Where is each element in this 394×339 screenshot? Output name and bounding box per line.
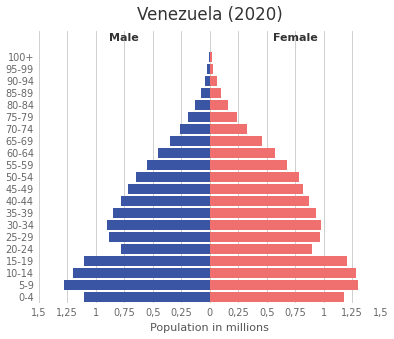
Bar bbox=[210, 148, 275, 158]
Bar bbox=[210, 124, 247, 134]
Bar bbox=[110, 232, 210, 242]
Bar bbox=[205, 76, 210, 86]
Bar bbox=[201, 88, 210, 98]
Bar bbox=[210, 112, 237, 122]
Bar bbox=[210, 232, 320, 242]
Bar bbox=[158, 148, 210, 158]
Bar bbox=[210, 196, 309, 206]
X-axis label: Population in millions: Population in millions bbox=[150, 323, 269, 334]
Bar bbox=[210, 88, 221, 98]
Bar bbox=[208, 52, 210, 62]
Bar bbox=[210, 136, 262, 146]
Bar bbox=[195, 100, 210, 110]
Bar bbox=[210, 184, 303, 194]
Bar bbox=[84, 292, 210, 302]
Bar bbox=[210, 208, 316, 218]
Text: Female: Female bbox=[273, 33, 318, 43]
Bar bbox=[121, 196, 210, 206]
Bar bbox=[210, 268, 356, 278]
Bar bbox=[210, 172, 299, 182]
Bar bbox=[113, 208, 210, 218]
Bar bbox=[84, 256, 210, 266]
Bar bbox=[210, 76, 217, 86]
Text: Male: Male bbox=[110, 33, 139, 43]
Bar bbox=[107, 220, 210, 230]
Bar bbox=[210, 244, 312, 254]
Bar bbox=[210, 292, 344, 302]
Bar bbox=[210, 64, 213, 74]
Bar bbox=[128, 184, 210, 194]
Bar bbox=[170, 136, 210, 146]
Bar bbox=[210, 220, 322, 230]
Bar bbox=[73, 268, 210, 278]
Bar bbox=[210, 256, 346, 266]
Bar bbox=[210, 100, 228, 110]
Bar bbox=[210, 160, 287, 170]
Bar bbox=[121, 244, 210, 254]
Bar bbox=[64, 280, 210, 290]
Bar bbox=[210, 52, 212, 62]
Bar bbox=[136, 172, 210, 182]
Bar bbox=[188, 112, 210, 122]
Bar bbox=[147, 160, 210, 170]
Bar bbox=[210, 280, 358, 290]
Bar bbox=[180, 124, 210, 134]
Title: Venezuela (2020): Venezuela (2020) bbox=[137, 5, 282, 23]
Bar bbox=[208, 64, 210, 74]
